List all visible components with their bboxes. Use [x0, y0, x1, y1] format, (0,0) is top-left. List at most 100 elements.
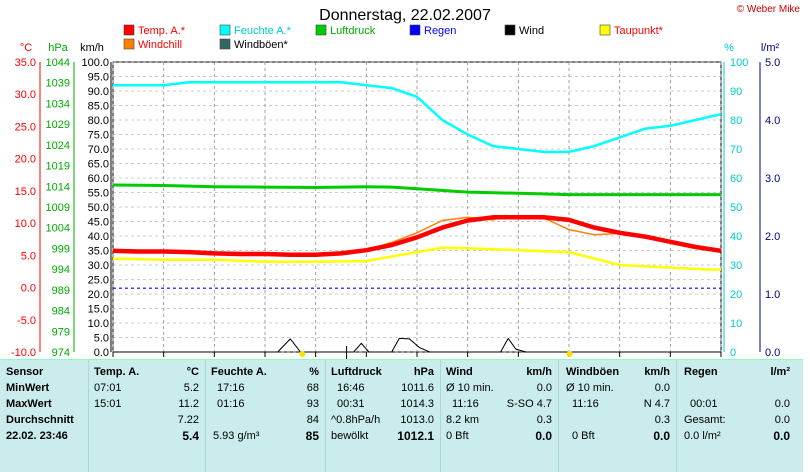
gust-avg10-label: Ø 10 min.: [566, 382, 614, 394]
temp-tick: 35.0: [15, 57, 36, 69]
pressure-tick: 1034: [46, 98, 70, 110]
rain-title: Regen: [684, 366, 718, 378]
legend-label: Temp. A.*: [138, 25, 186, 37]
stats-col-wind: Wind km/h Ø 10 min. 0.0 11:16 S-SO 4.7 8…: [440, 360, 559, 472]
rain-unit: l/m²: [770, 366, 790, 378]
temp-tick: 5.0: [21, 250, 36, 262]
temp-tick: -5.0: [17, 315, 36, 327]
pressure-trend: ^0.8hPa/h: [331, 414, 381, 426]
wind-tick: 95.0: [88, 72, 109, 84]
wind-bft: 0 Bft: [446, 430, 469, 442]
rain-tick: 1.0: [765, 289, 780, 301]
wind-tick: 15.0: [88, 304, 109, 316]
pressure-unit: hPa: [413, 366, 434, 378]
humidity-tick: 80: [730, 115, 742, 127]
humidity-avg: 84: [306, 414, 319, 426]
wind-avg10: 0.0: [536, 382, 552, 394]
x-tick: 18:00: [555, 358, 583, 359]
humidity-tick: 100: [730, 57, 748, 69]
wind-tick: 55.0: [88, 188, 109, 200]
series-wind: [113, 337, 721, 353]
humidity-tick: 70: [730, 144, 742, 156]
x-tick: 14:00: [454, 358, 482, 359]
temp-tick: 30.0: [15, 89, 36, 101]
gust-avg10: 0.0: [654, 382, 670, 394]
legend-label: Regen: [424, 25, 456, 37]
stats-col-humidity: Feuchte A. % 17:16 68 01:16 93 84 5.93 g…: [205, 360, 326, 472]
temp-tick: 15.0: [15, 186, 36, 198]
x-tick: 04:00: [201, 358, 229, 359]
legend-swatch: [315, 24, 327, 36]
legend-swatch: [123, 38, 135, 50]
legend-swatch: [219, 38, 231, 50]
legend-label: Windchill: [138, 39, 182, 51]
rain-max-time: 00:01: [690, 398, 718, 410]
stats-col-gust: Windböen km/h Ø 10 min. 0.0 11:16 N 4.7 …: [558, 360, 677, 472]
pressure-avg: 1013.0: [400, 414, 434, 426]
temp-unit: °C: [186, 366, 199, 378]
now-label: 22.02. 23:46: [6, 430, 68, 442]
x-tick: 12:00: [403, 358, 431, 359]
temp-axis-label: °C: [20, 42, 32, 54]
rain-tick: 4.0: [765, 115, 780, 127]
rain-tick: 5.0: [765, 57, 780, 69]
x-tick: 20:00: [606, 358, 634, 359]
legend-swatch: [219, 24, 231, 36]
legend-swatch: [504, 24, 516, 36]
pressure-tick: 1039: [46, 78, 70, 90]
gust-now: 0.0: [653, 429, 670, 443]
humidity-tick: 90: [730, 86, 742, 98]
avg-label: Durchschnitt: [6, 414, 74, 426]
wind-distance: 8.2 km: [446, 414, 480, 426]
legend-swatch: [123, 24, 135, 36]
x-tick: 10:00: [353, 358, 381, 359]
temp-max: 11.2: [178, 398, 199, 410]
wind-tick: 30.0: [88, 260, 109, 272]
sunrise-marker: [299, 351, 306, 357]
wind-tick: 0.0: [94, 347, 109, 359]
copyright: © Weber Mike: [737, 4, 801, 15]
pressure-tick: 989: [52, 285, 70, 297]
wind-axis-label: km/h: [80, 42, 104, 54]
pressure-tick: 974: [52, 347, 70, 359]
pressure-min-time: 16:46: [337, 382, 365, 394]
rain-axis-label: l/m²: [761, 42, 780, 54]
temp-tick: 0.0: [21, 283, 36, 295]
humidity-now: 85: [305, 429, 319, 443]
min-label: MinWert: [6, 382, 50, 394]
pressure-tick: 999: [52, 243, 70, 255]
series-luftdruck: [112, 183, 721, 197]
wind-tick: 20.0: [88, 289, 109, 301]
pressure-title: Luftdruck: [331, 366, 382, 378]
wind-unit: km/h: [526, 366, 552, 378]
wind-now: 0.0: [535, 429, 552, 443]
pressure-tick: 1004: [46, 223, 70, 235]
pressure-tick: 1019: [46, 161, 70, 173]
pressure-max: 1014.3: [400, 398, 434, 410]
legend-swatch: [409, 24, 421, 36]
wind-tick: 85.0: [88, 101, 109, 113]
gust-max: N 4.7: [643, 398, 670, 410]
rain-tick: 3.0: [765, 173, 780, 185]
x-tick: 24:00: [707, 358, 735, 359]
temp-tick: 25.0: [15, 121, 36, 133]
pressure-max-time: 00:31: [337, 398, 365, 410]
x-tick: 06:00: [251, 358, 279, 359]
humidity-tick: 40: [730, 231, 742, 243]
pressure-now: 1012.1: [397, 429, 434, 443]
gust-max-time: 11:16: [572, 398, 599, 410]
wind-max-time: 11:16: [452, 398, 479, 410]
temp-max-time: 15:01: [94, 398, 122, 410]
wind-tick: 75.0: [88, 130, 109, 142]
wind-avg: 0.3: [536, 414, 552, 426]
series-taupunkt: [112, 246, 721, 271]
legend-label: Taupunkt*: [614, 25, 664, 37]
sunset-marker: [566, 351, 573, 357]
humidity-min-time: 17:16: [217, 382, 245, 394]
wind-tick: 40.0: [88, 231, 109, 243]
pressure-weather: bewölkt: [331, 430, 369, 442]
legend-label: Wind: [519, 25, 544, 37]
wind-tick: 80.0: [88, 115, 109, 127]
wind-tick: 65.0: [88, 159, 109, 171]
rain-max: 0.0: [774, 398, 790, 410]
